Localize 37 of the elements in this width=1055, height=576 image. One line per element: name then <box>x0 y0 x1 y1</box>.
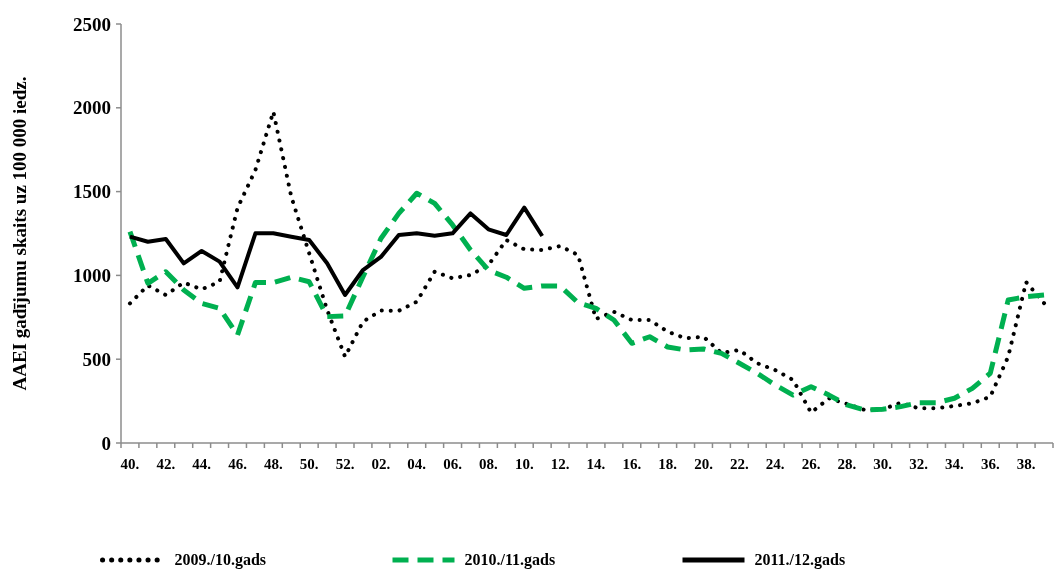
x-tick-label: 24. <box>765 456 785 472</box>
legend-label: 2009./10.gads <box>174 551 267 569</box>
x-tick-label: 36. <box>980 456 1000 472</box>
x-tick-label: 40. <box>120 456 140 472</box>
x-tick-label: 18. <box>658 456 678 472</box>
x-tick-label: 38. <box>1016 456 1036 472</box>
legend-label: 2011./12.gads <box>754 551 846 569</box>
x-tick-label: 20. <box>694 456 714 472</box>
x-tick-label: 50. <box>299 456 319 472</box>
x-tick-label: 30. <box>873 456 893 472</box>
x-tick-label: 48. <box>263 456 283 472</box>
y-tick-label: 1500 <box>73 181 111 203</box>
x-tick-label: 46. <box>228 456 248 472</box>
y-tick-label: 1000 <box>73 265 111 287</box>
x-tick-label: 10. <box>514 456 534 472</box>
y-tick-label: 2000 <box>73 97 111 119</box>
x-tick-label: 16. <box>622 456 642 472</box>
x-tick-label: 52. <box>335 456 355 472</box>
x-tick-label: 26. <box>801 456 821 472</box>
line-series <box>127 109 1047 415</box>
x-tick-label: 06. <box>443 456 463 472</box>
x-tick-label: 04. <box>407 456 427 472</box>
y-tick-label: 2500 <box>73 13 111 35</box>
x-tick-label: 42. <box>156 456 176 472</box>
y-tick-label: 0 <box>101 432 111 454</box>
x-tick-label: 44. <box>192 456 212 472</box>
y-tick-label: 500 <box>82 348 111 370</box>
x-tick-label: 34. <box>945 456 965 472</box>
legend-label: 2010./11.gads <box>464 551 556 569</box>
x-tick-label: 28. <box>837 456 857 472</box>
x-tick-label: 02. <box>371 456 391 472</box>
x-tick-label: 12. <box>550 456 570 472</box>
x-tick-label: 14. <box>586 456 606 472</box>
y-axis-title: AAEI gadījumu skaits uz 100 000 iedz. <box>9 76 30 391</box>
x-tick-label: 08. <box>479 456 499 472</box>
x-tick-label: 32. <box>909 456 929 472</box>
x-tick-label: 22. <box>729 456 749 472</box>
